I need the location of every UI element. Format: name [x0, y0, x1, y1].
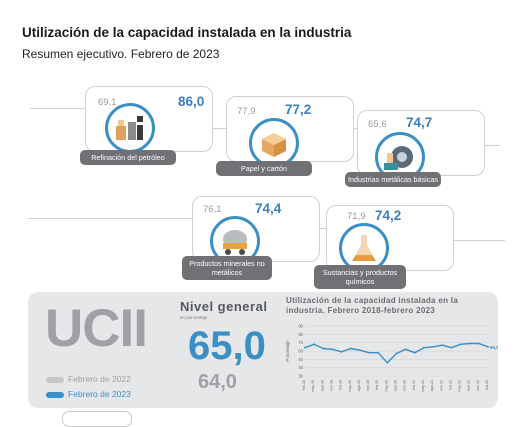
chart-point	[322, 347, 325, 350]
sector-label: Refinación del petróleo	[80, 150, 176, 165]
ucii-line-chart: Porcentaje 30 40 50 60 70 80 90 feb-18 may-18 ago-…	[285, 324, 498, 392]
chart-point	[331, 348, 334, 351]
chart-xtick-label: ago-20	[394, 380, 398, 391]
chart-point	[459, 343, 462, 346]
chart-xtick-label: may-19	[348, 380, 352, 392]
legend-current-label: Febrero de 2023	[68, 389, 131, 399]
sector-current-value: 74,4	[255, 201, 282, 216]
connector-line	[30, 108, 110, 110]
chart-point	[359, 349, 361, 352]
sector-prev-value: 76,1	[203, 204, 222, 215]
legend-prev-label: Febrero de 2022	[68, 374, 131, 384]
sector-current-value: 74,2	[375, 208, 402, 223]
sector-current-value: 86,0	[178, 94, 205, 109]
chart-point	[404, 348, 407, 351]
chart-ylabel: Porcentaje	[285, 340, 290, 362]
chart-ytick-label: 70	[298, 340, 303, 345]
chart-xtick-label: ago-18	[320, 380, 324, 391]
sector-label: Industrias metálicas básicas	[345, 172, 441, 187]
chart-point	[349, 347, 352, 350]
chart-point	[386, 361, 389, 364]
chart-title: Utilización de la capacidad instalada en…	[286, 296, 459, 315]
chart-point	[377, 351, 380, 354]
chart-ytick-label: 40	[298, 365, 303, 370]
chart-xtick-label: may-20	[384, 380, 388, 392]
chart-ytick-label: 80	[298, 332, 303, 337]
chart-point	[395, 352, 398, 355]
chart-xtick-label: feb-20	[375, 380, 379, 390]
sector-prev-value: 77,9	[237, 106, 256, 117]
sector-prev-value: 71,9	[347, 211, 366, 222]
chart-point	[313, 343, 316, 346]
connector-line	[28, 218, 198, 220]
chart-xtick-label: ago-19	[357, 380, 361, 391]
nivel-general-unit: en porcentaje	[180, 315, 208, 320]
chart-xtick-label: feb-19	[339, 380, 343, 390]
chart-point	[450, 346, 453, 349]
chart-ytick-label: 50	[298, 357, 303, 362]
sector-current-value: 74,7	[406, 115, 433, 130]
ucii-acronym: UCII	[45, 299, 148, 358]
page-tab	[62, 411, 132, 427]
chart-ytick-label: 60	[298, 349, 303, 354]
chart-xtick-label: feb-23	[485, 380, 489, 390]
chart-point	[368, 351, 370, 354]
chart-xtick-label: may-22	[458, 380, 462, 392]
chart-point	[477, 342, 480, 345]
sector-current-value: 77,2	[285, 102, 312, 117]
chart-xtick-label: ago-22	[467, 380, 471, 391]
chart-ytick-label: 30	[298, 374, 303, 379]
oil-refinery-icon	[105, 103, 155, 153]
sector-label: Papel y cartón	[216, 161, 312, 176]
chart-point	[340, 350, 343, 353]
page-title: Utilización de la capacidad instalada en…	[22, 25, 352, 40]
nivel-general-prev: 64,0	[198, 371, 237, 393]
sector-prev-value: 65,6	[368, 119, 387, 130]
chart-point	[432, 345, 434, 348]
chart-xtick-label: nov-20	[403, 380, 407, 391]
chart-point	[468, 342, 471, 345]
chart-xtick-label: ago-21	[430, 380, 434, 391]
chart-xtick-label: may-18	[311, 380, 315, 392]
chart-ytick-label: 90	[298, 324, 303, 329]
chart-xtick-label: nov-22	[476, 380, 480, 391]
sector-label: Productos minerales no metálicos	[182, 256, 272, 280]
chart-xtick-label: nov-18	[329, 380, 333, 391]
nivel-general-title: Nivel general	[180, 299, 268, 314]
chart-xtick-label: nov-19	[366, 380, 370, 391]
chart-point	[441, 344, 444, 347]
chart-xtick-label: feb-18	[302, 380, 306, 390]
chart-point	[487, 345, 489, 348]
legend-swatch-prev	[46, 377, 64, 383]
chart-xtick-label: nov-21	[439, 380, 443, 391]
sector-label: Sustancias y productos químicos	[314, 265, 406, 289]
chart-xtick-label: feb-21	[412, 380, 416, 390]
chart-xtick-label: may-21	[421, 380, 425, 392]
page-subtitle: Resumen ejecutivo. Febrero de 2023	[22, 47, 220, 61]
chart-point	[423, 346, 425, 349]
chart-data-label: 65,0	[490, 345, 498, 350]
chart-xtick-label: feb-22	[448, 380, 452, 390]
legend-swatch-current	[46, 392, 64, 398]
nivel-general-current: 65,0	[188, 324, 266, 368]
chart-point	[304, 346, 306, 349]
sector-prev-value: 69,1	[98, 97, 117, 108]
chart-point	[413, 351, 416, 354]
